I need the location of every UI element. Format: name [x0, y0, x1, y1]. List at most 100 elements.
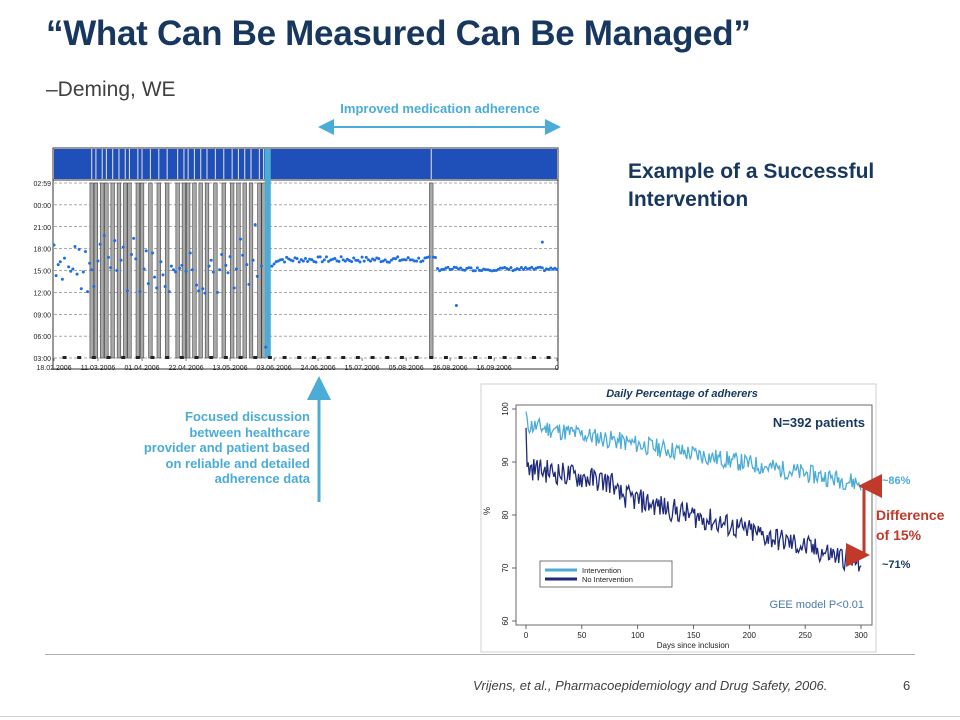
- dose-dot: [492, 269, 496, 273]
- x-tick-label: 26.08.2006: [433, 365, 468, 372]
- x-tick-label: 100: [631, 631, 645, 640]
- dose-dot: [215, 290, 219, 294]
- week-marker: [297, 356, 302, 359]
- dose-dot: [318, 255, 322, 259]
- missed-dose-bar: [135, 182, 140, 359]
- week-marker: [473, 356, 478, 359]
- y-tick-label: 09:00: [33, 312, 51, 319]
- dose-dot: [454, 266, 458, 270]
- intervention-marker: [264, 149, 271, 358]
- dose-dot: [446, 265, 450, 269]
- dose-dot: [352, 256, 356, 260]
- dose-dot: [283, 260, 287, 264]
- dose-dot: [56, 263, 60, 267]
- dose-dot: [404, 258, 408, 262]
- series-line-no-intervention: [525, 427, 862, 573]
- dose-dot: [542, 269, 546, 273]
- x-tick-label: 18.02.2006: [36, 365, 71, 372]
- x-tick-label: 16.09.2006: [477, 365, 512, 372]
- dose-dot: [88, 261, 92, 265]
- dosing-timeline-chart: 02:59 00:00 21:00 18:00 15:00 12:00 09:00 06:00…: [33, 147, 559, 372]
- dose-dot: [115, 269, 119, 272]
- dose-dot: [436, 267, 440, 271]
- week-marker: [106, 356, 111, 359]
- dose-dot: [521, 267, 525, 271]
- week-marker: [150, 356, 155, 359]
- end-label-86: ~86%: [882, 475, 911, 487]
- dose-dot: [73, 244, 77, 248]
- end-label-71: ~71%: [882, 559, 911, 571]
- dose-dot: [354, 258, 358, 262]
- dose-dot: [224, 263, 228, 267]
- dose-dot: [113, 239, 117, 243]
- dose-dot: [201, 287, 205, 291]
- week-marker: [179, 356, 184, 359]
- dose-dot: [184, 269, 188, 273]
- y-tick-label: 03:00: [33, 356, 51, 363]
- week-marker: [546, 356, 551, 359]
- dose-dot: [69, 269, 73, 273]
- dose-dot: [406, 256, 410, 260]
- week-marker: [458, 356, 463, 359]
- dose-dot: [364, 255, 368, 259]
- dose-dot: [77, 247, 81, 251]
- dose-dot: [396, 255, 400, 259]
- week-marker: [443, 356, 448, 359]
- x-tick-label: 0: [555, 365, 559, 372]
- dose-dot: [146, 282, 150, 286]
- x-tick-label: 03.06.2006: [257, 365, 292, 372]
- week-marker: [311, 356, 316, 359]
- x-tick-label: 250: [798, 631, 812, 640]
- x-tick-label: 15.07.2006: [345, 365, 380, 372]
- missed-dose-bar: [257, 182, 262, 359]
- dose-dot: [167, 290, 171, 294]
- dose-dot: [109, 266, 113, 270]
- dose-dot: [320, 260, 324, 264]
- dose-dot: [272, 262, 276, 266]
- dose-dot: [151, 251, 155, 255]
- missed-dose-bar: [230, 182, 235, 359]
- week-marker: [267, 356, 272, 359]
- missed-dose-bar: [100, 182, 105, 359]
- dose-dot: [253, 223, 257, 227]
- dose-dot: [471, 269, 475, 273]
- dose-dot: [291, 259, 295, 263]
- dose-dot: [259, 264, 263, 268]
- missed-dose-bar: [236, 182, 241, 359]
- dose-dot: [373, 258, 377, 262]
- x-tick-label: 24.06.2006: [301, 365, 336, 372]
- dose-dot: [417, 256, 421, 260]
- week-marker: [282, 356, 287, 359]
- week-marker: [238, 356, 243, 359]
- missed-dose-bar: [175, 182, 180, 359]
- dose-dot: [209, 258, 213, 262]
- dose-dot: [159, 260, 163, 264]
- dose-dot: [306, 260, 310, 264]
- dose-dot: [98, 242, 102, 246]
- missed-dose-bar: [213, 182, 218, 359]
- adherence-line-chart: Daily Percentage of adherers N=392 patie…: [480, 383, 945, 653]
- week-marker: [121, 356, 126, 359]
- dose-dot: [163, 285, 167, 289]
- missed-dose-bar: [221, 182, 226, 359]
- dose-dot: [360, 255, 364, 259]
- dose-dot: [228, 255, 232, 259]
- dose-dot: [297, 260, 301, 264]
- y-tick-label: 100: [501, 402, 510, 416]
- dose-dot: [239, 237, 243, 241]
- bottom-divider: [0, 716, 960, 717]
- x-tick-label: 200: [743, 631, 757, 640]
- missed-dose-bar: [139, 182, 145, 359]
- week-marker: [517, 356, 522, 359]
- x-tick-label: 13.05.2006: [213, 365, 248, 372]
- dose-dot: [161, 273, 165, 277]
- x-tick-label: 01.04.2006: [125, 365, 160, 372]
- dose-dot: [387, 260, 391, 264]
- dose-dot: [241, 253, 245, 257]
- dose-dot: [142, 267, 146, 271]
- difference-label-line1: Difference: [876, 507, 945, 523]
- legend: Intervention No Intervention: [539, 560, 673, 588]
- week-marker: [355, 356, 360, 359]
- dose-dot: [169, 264, 173, 268]
